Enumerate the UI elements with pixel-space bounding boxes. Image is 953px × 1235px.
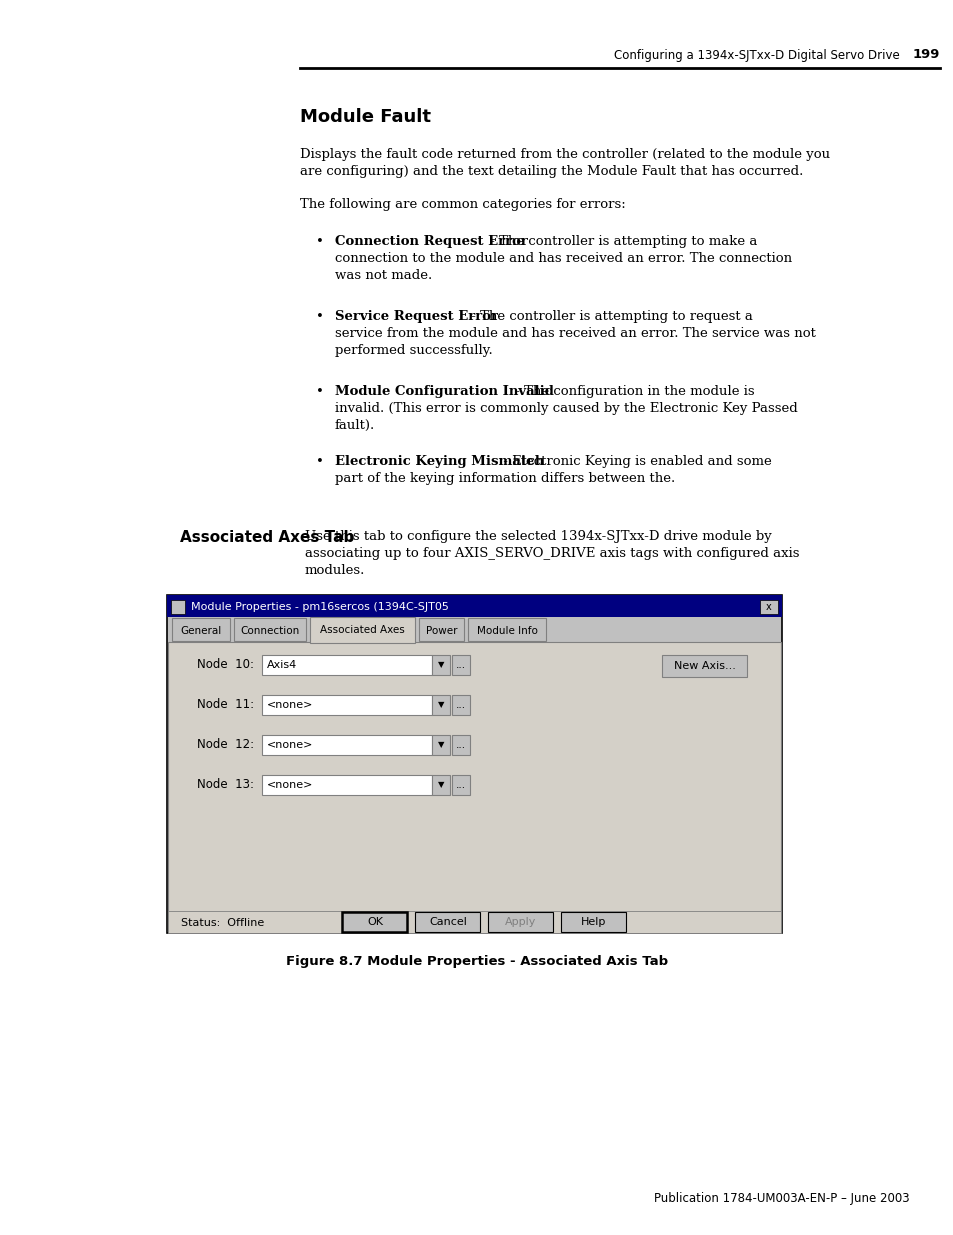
Text: Associated Axes Tab: Associated Axes Tab <box>180 530 354 545</box>
Text: ▼: ▼ <box>437 741 444 750</box>
Text: Module Info: Module Info <box>476 625 537 636</box>
Bar <box>432 655 450 676</box>
Text: ...: ... <box>456 740 466 750</box>
Bar <box>760 600 778 614</box>
Text: Cancel: Cancel <box>429 918 466 927</box>
Text: Status:  Offline: Status: Offline <box>181 918 264 927</box>
Bar <box>262 735 432 755</box>
Text: - The controller is attempting to request a: - The controller is attempting to reques… <box>467 310 752 324</box>
Text: was not made.: was not made. <box>335 269 432 282</box>
Text: •: • <box>315 454 324 468</box>
Text: Node  12:: Node 12: <box>196 739 253 752</box>
Bar <box>432 776 450 795</box>
Text: modules.: modules. <box>305 564 365 577</box>
Text: <none>: <none> <box>267 740 313 750</box>
Text: invalid. (This error is commonly caused by the Electronic Key Passed: invalid. (This error is commonly caused … <box>335 403 797 415</box>
Bar <box>416 911 480 932</box>
Text: - The configuration in the module is: - The configuration in the module is <box>511 385 754 398</box>
Bar <box>468 618 545 641</box>
Text: ...: ... <box>456 659 466 671</box>
Text: General: General <box>180 625 221 636</box>
Text: Module Configuration Invalid: Module Configuration Invalid <box>335 385 554 398</box>
Text: Connection Request Error: Connection Request Error <box>335 235 527 248</box>
Text: The following are common categories for errors:: The following are common categories for … <box>299 198 625 211</box>
Text: •: • <box>315 235 324 248</box>
Text: Displays the fault code returned from the controller (related to the module you: Displays the fault code returned from th… <box>299 148 829 161</box>
Text: Node  11:: Node 11: <box>196 699 253 711</box>
Text: associating up to four AXIS_SERVO_DRIVE axis tags with configured axis: associating up to four AXIS_SERVO_DRIVE … <box>305 547 799 559</box>
Text: Use this tab to configure the selected 1394x-SJTxx-D drive module by: Use this tab to configure the selected 1… <box>305 530 771 543</box>
Text: Apply: Apply <box>505 918 537 927</box>
Text: Service Request Error: Service Request Error <box>335 310 497 324</box>
Text: Module Properties - pm16sercos (1394C-SJT05: Module Properties - pm16sercos (1394C-SJ… <box>191 601 449 613</box>
Text: are configuring) and the text detailing the Module Fault that has occurred.: are configuring) and the text detailing … <box>299 165 802 178</box>
Text: ...: ... <box>456 700 466 710</box>
Bar <box>262 776 432 795</box>
Text: Help: Help <box>580 918 606 927</box>
Text: - The controller is attempting to make a: - The controller is attempting to make a <box>486 235 757 248</box>
Text: fault).: fault). <box>335 419 375 432</box>
Bar <box>167 595 781 618</box>
Bar <box>561 911 626 932</box>
Text: Associated Axes: Associated Axes <box>320 625 404 635</box>
Text: - Electronic Keying is enabled and some: - Electronic Keying is enabled and some <box>498 454 771 468</box>
Text: <none>: <none> <box>267 700 313 710</box>
Text: 199: 199 <box>912 48 939 62</box>
Text: ▼: ▼ <box>437 781 444 789</box>
Text: Power: Power <box>425 625 456 636</box>
Text: •: • <box>315 385 324 398</box>
Text: Publication 1784-UM003A-EN-P – June 2003: Publication 1784-UM003A-EN-P – June 2003 <box>654 1192 909 1205</box>
Text: connection to the module and has received an error. The connection: connection to the module and has receive… <box>335 252 791 266</box>
Bar <box>432 695 450 715</box>
Text: Node  13:: Node 13: <box>196 778 253 792</box>
Bar <box>171 600 185 614</box>
Text: Figure 8.7 Module Properties - Associated Axis Tab: Figure 8.7 Module Properties - Associate… <box>286 955 667 968</box>
Text: ...: ... <box>456 781 466 790</box>
Text: <none>: <none> <box>267 781 313 790</box>
Text: Module Fault: Module Fault <box>299 107 431 126</box>
Bar <box>172 618 230 641</box>
Bar <box>661 655 746 677</box>
Text: x: x <box>765 601 771 613</box>
Text: Connection: Connection <box>240 625 299 636</box>
Bar <box>167 595 781 932</box>
Bar <box>262 655 432 676</box>
Text: Node  10:: Node 10: <box>196 658 253 672</box>
Bar <box>452 695 470 715</box>
Bar <box>342 911 407 932</box>
Text: Configuring a 1394x-SJTxx-D Digital Servo Drive: Configuring a 1394x-SJTxx-D Digital Serv… <box>614 48 899 62</box>
Text: part of the keying information differs between the.: part of the keying information differs b… <box>335 472 675 485</box>
Bar <box>452 655 470 676</box>
Bar <box>432 735 450 755</box>
Bar <box>168 911 781 932</box>
Text: •: • <box>315 310 324 324</box>
Text: ▼: ▼ <box>437 661 444 669</box>
Bar <box>418 618 463 641</box>
Bar <box>168 642 781 932</box>
Bar <box>262 695 432 715</box>
Text: OK: OK <box>367 918 382 927</box>
Text: Electronic Keying Mismatch: Electronic Keying Mismatch <box>335 454 544 468</box>
Bar <box>310 618 415 643</box>
Text: ▼: ▼ <box>437 700 444 709</box>
Text: service from the module and has received an error. The service was not: service from the module and has received… <box>335 327 815 340</box>
Bar <box>452 735 470 755</box>
Text: performed successfully.: performed successfully. <box>335 345 493 357</box>
Text: New Axis...: New Axis... <box>673 661 735 671</box>
Text: Axis4: Axis4 <box>267 659 297 671</box>
Bar <box>488 911 553 932</box>
Bar <box>452 776 470 795</box>
Bar <box>233 618 306 641</box>
